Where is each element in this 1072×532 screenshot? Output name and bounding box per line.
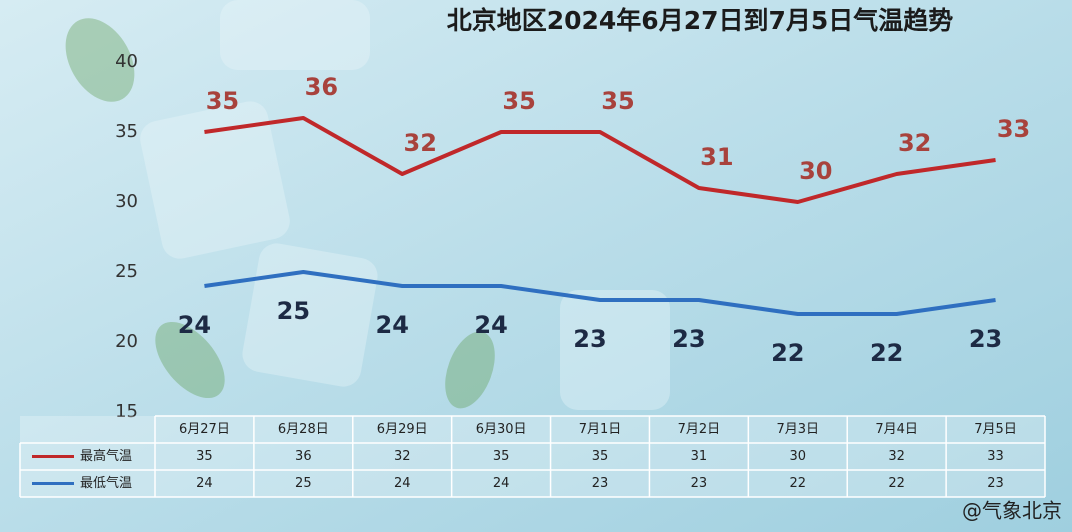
x-tick-label: 7月5日 (974, 422, 1017, 437)
y-tick-label: 20 (115, 331, 138, 352)
legend-label: 最低气温 (80, 475, 132, 491)
line-series (204, 116, 996, 204)
table-cell: 30 (790, 449, 807, 464)
y-tick-label: 25 (115, 261, 138, 282)
table-cell: 35 (493, 449, 510, 464)
table-cell: 23 (691, 476, 708, 491)
table-cell: 32 (888, 449, 905, 464)
table-cell: 22 (790, 476, 807, 491)
x-tick-label: 7月2日 (678, 422, 721, 437)
data-label: 31 (700, 143, 733, 171)
table-cell: 23 (592, 476, 609, 491)
y-tick-label: 30 (115, 191, 138, 212)
legend-label: 最高气温 (80, 448, 132, 464)
data-label: 35 (601, 87, 634, 115)
data-label: 32 (404, 129, 437, 157)
data-label: 24 (474, 311, 507, 339)
x-tick-label: 6月28日 (278, 422, 329, 437)
data-label: 35 (206, 87, 239, 115)
data-label: 23 (573, 325, 606, 353)
table-cell: 22 (888, 476, 905, 491)
data-label: 23 (672, 325, 705, 353)
line-series (204, 270, 996, 316)
data-label: 25 (277, 297, 310, 325)
y-tick-label: 15 (115, 401, 138, 422)
data-label: 33 (997, 115, 1030, 143)
x-tick-label: 7月1日 (579, 422, 622, 437)
table-cell: 24 (493, 476, 510, 491)
x-tick-label: 6月29日 (377, 422, 428, 437)
data-label: 24 (376, 311, 409, 339)
y-tick-label: 40 (115, 51, 138, 72)
table-bg (20, 416, 1045, 497)
chart-title: 北京地区2024年6月27日到7月5日气温趋势 (447, 6, 954, 35)
data-label: 23 (969, 325, 1002, 353)
table-cell: 33 (987, 449, 1004, 464)
y-tick-label: 35 (115, 121, 138, 142)
data-label: 32 (898, 129, 931, 157)
x-tick-label: 6月30日 (476, 422, 527, 437)
table-cell: 35 (592, 449, 609, 464)
table-cell: 31 (691, 449, 708, 464)
data-label: 22 (771, 339, 804, 367)
watermark: @气象北京 (962, 499, 1062, 523)
data-label: 24 (178, 311, 211, 339)
data-label: 30 (799, 157, 832, 185)
table-cell: 23 (987, 476, 1004, 491)
data-label: 35 (502, 87, 535, 115)
x-tick-label: 7月4日 (875, 422, 918, 437)
x-tick-label: 6月27日 (179, 422, 230, 437)
table-cell: 36 (295, 449, 312, 464)
x-tick-label: 7月3日 (777, 422, 820, 437)
table-cell: 25 (295, 476, 312, 491)
table-cell: 35 (196, 449, 213, 464)
table-cell: 32 (394, 449, 411, 464)
data-label: 36 (305, 73, 338, 101)
table-cell: 24 (394, 476, 411, 491)
table-cell: 24 (196, 476, 213, 491)
data-label: 22 (870, 339, 903, 367)
